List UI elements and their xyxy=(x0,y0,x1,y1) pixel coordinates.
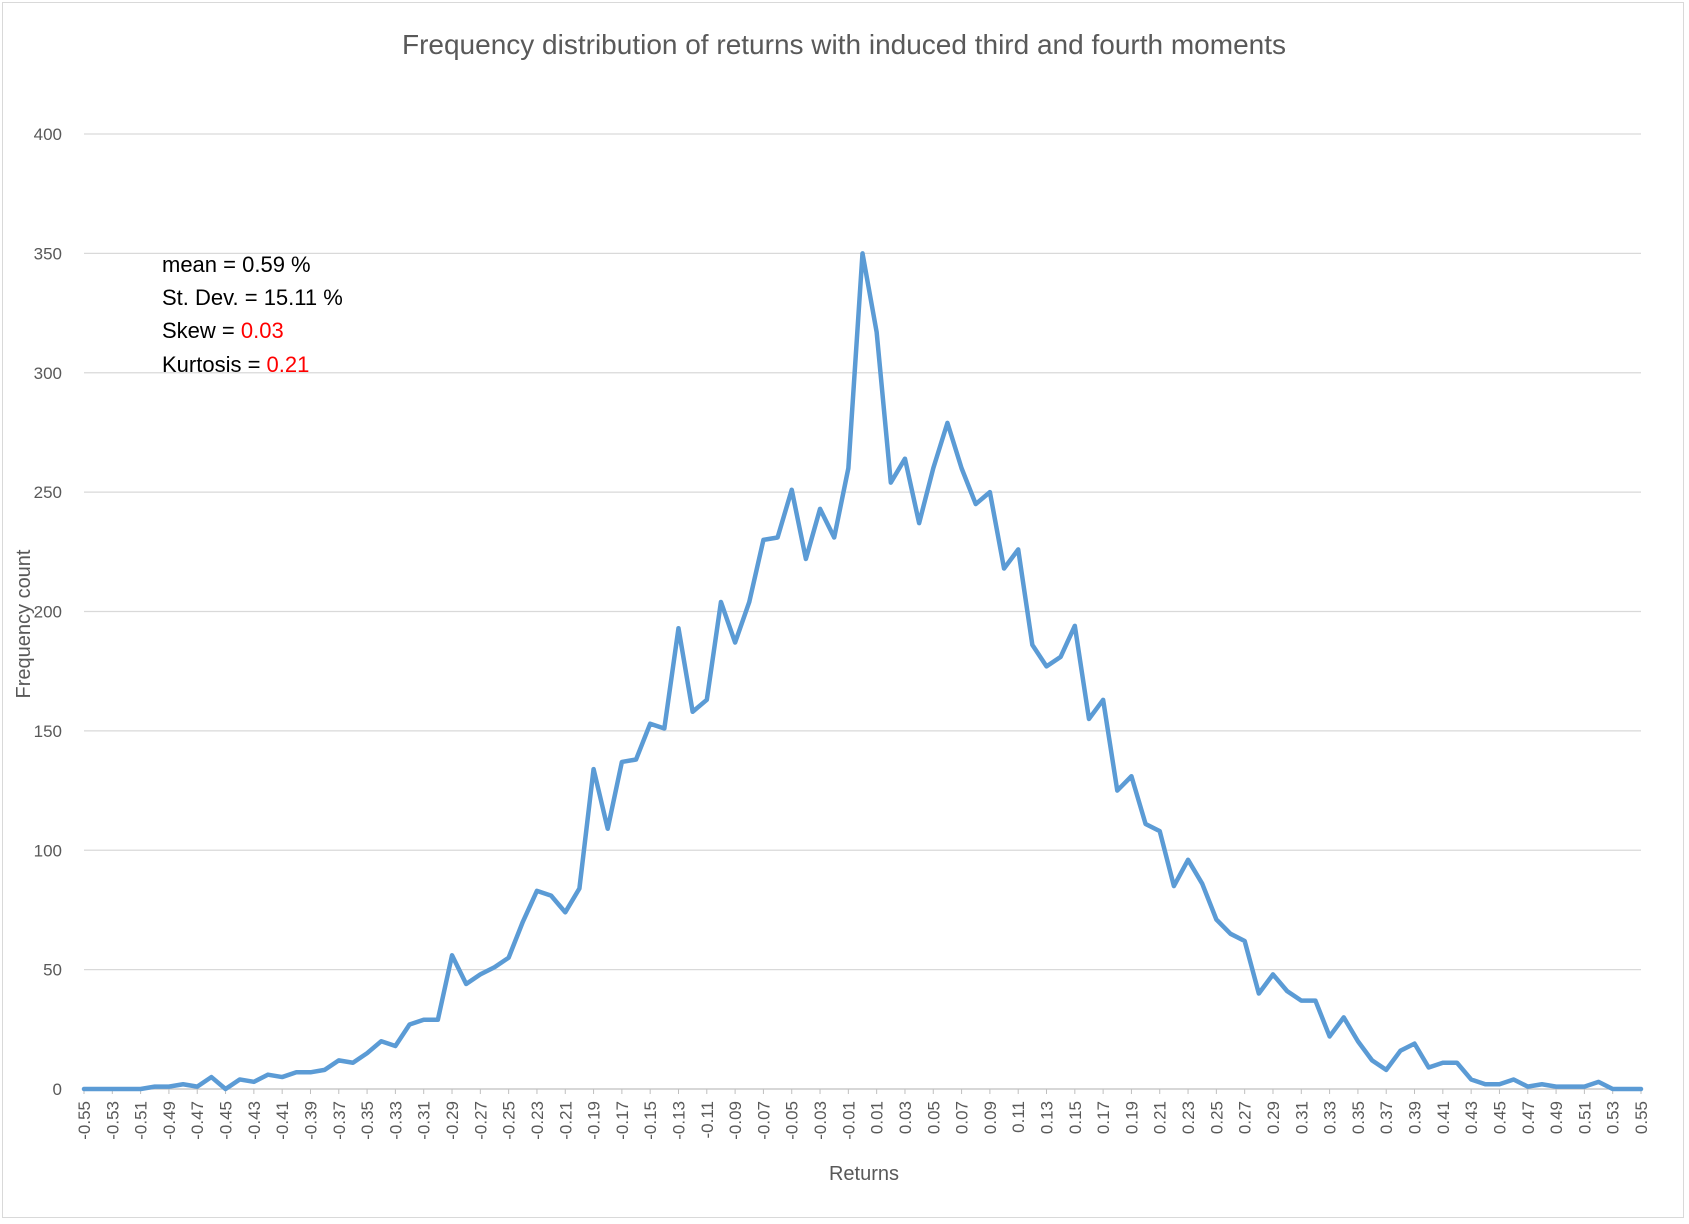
x-tick-label: -0.41 xyxy=(273,1101,292,1140)
x-tick-label: -0.11 xyxy=(698,1101,717,1139)
y-tick-label: 200 xyxy=(34,603,62,622)
x-tick-label: 0.39 xyxy=(1406,1101,1425,1134)
x-tick-label: 0.43 xyxy=(1462,1101,1481,1134)
x-tick-label: 0.29 xyxy=(1264,1101,1283,1134)
x-tick-label: -0.55 xyxy=(75,1101,94,1140)
x-tick-label: -0.09 xyxy=(726,1101,745,1140)
x-tick-label: 0.55 xyxy=(1632,1101,1651,1134)
stat-mean: mean = 0.59 % xyxy=(162,252,311,277)
x-tick-label: -0.07 xyxy=(754,1101,773,1140)
x-tick-label: -0.33 xyxy=(386,1101,405,1140)
stat-stdev: St. Dev. = 15.11 % xyxy=(162,285,343,310)
x-tick-label: -0.19 xyxy=(585,1101,604,1140)
x-tick-label: 0.37 xyxy=(1377,1101,1396,1134)
x-tick-label: 0.33 xyxy=(1321,1101,1340,1134)
y-tick-label: 400 xyxy=(34,125,62,144)
x-tick-label: -0.13 xyxy=(669,1101,688,1140)
x-tick-label: 0.31 xyxy=(1292,1101,1311,1134)
series-layer xyxy=(81,251,1644,1092)
x-tick-label: 0.51 xyxy=(1575,1101,1594,1134)
x-tick-label: -0.15 xyxy=(641,1101,660,1140)
x-tick-label: -0.49 xyxy=(160,1101,179,1140)
x-tick-label: 0.13 xyxy=(1038,1101,1057,1134)
x-tick-label: 0.15 xyxy=(1066,1101,1085,1134)
x-tick-label: -0.21 xyxy=(556,1101,575,1140)
x-tick-label: -0.53 xyxy=(103,1101,122,1140)
y-tick-label: 100 xyxy=(34,841,62,860)
x-tick-label: 0.53 xyxy=(1604,1101,1623,1134)
x-tick-label: 0.03 xyxy=(896,1101,915,1134)
x-tick-label: 0.27 xyxy=(1236,1101,1255,1134)
x-tick-labels: -0.55 -0.53 -0.51 -0.49 -0.47 -0.45 -0.43 -0.41… xyxy=(75,1089,1651,1140)
y-tick-label: 250 xyxy=(34,483,62,502)
x-tick-label: -0.31 xyxy=(415,1101,434,1140)
x-tick-label: -0.23 xyxy=(528,1101,547,1140)
y-tick-label: 150 xyxy=(34,722,62,741)
x-tick-label: 0.09 xyxy=(981,1101,1000,1134)
stat-mean-value: 0.59 % xyxy=(242,252,311,277)
stat-kurtosis: Kurtosis = 0.21 xyxy=(162,352,309,377)
x-tick-label: 0.25 xyxy=(1207,1101,1226,1134)
x-tick-label: 0.23 xyxy=(1179,1101,1198,1134)
stat-stdev-label: St. Dev. = xyxy=(162,285,264,310)
x-tick-label: 0.49 xyxy=(1547,1101,1566,1134)
x-tick-label: -0.03 xyxy=(811,1101,830,1140)
y-tick-label: 50 xyxy=(43,961,62,980)
x-tick-label: -0.29 xyxy=(443,1101,462,1140)
x-tick-label: 0.11 xyxy=(1009,1101,1028,1133)
chart-title: Frequency distribution of returns with i… xyxy=(402,29,1286,60)
stat-mean-label: mean = xyxy=(162,252,242,277)
stats-annotation: mean = 0.59 % St. Dev. = 15.11 % Skew = … xyxy=(162,252,343,377)
y-axis-label: Frequency count xyxy=(13,549,35,698)
x-tick-label: 0.07 xyxy=(953,1101,972,1134)
y-tick-label: 350 xyxy=(34,244,62,263)
x-tick-label: 0.05 xyxy=(924,1101,943,1134)
y-tick-label: 0 xyxy=(53,1080,62,1099)
x-tick-label: -0.51 xyxy=(132,1101,151,1140)
x-tick-label: 0.47 xyxy=(1519,1101,1538,1134)
x-tick-label: -0.35 xyxy=(358,1101,377,1140)
x-tick-label: 0.21 xyxy=(1151,1101,1170,1134)
x-tick-label: 0.17 xyxy=(1094,1101,1113,1134)
x-tick-label: -0.05 xyxy=(783,1101,802,1140)
series-line-returns xyxy=(81,251,1644,1092)
x-tick-label: -0.17 xyxy=(613,1101,632,1140)
x-tick-label: -0.39 xyxy=(301,1101,320,1140)
stat-stdev-value: 15.11 % xyxy=(264,285,343,310)
gridlines xyxy=(84,133,1641,1090)
x-tick-label: -0.01 xyxy=(839,1101,858,1140)
x-tick-label: -0.25 xyxy=(500,1101,519,1140)
stat-kurtosis-value: 0.21 xyxy=(267,352,310,377)
x-tick-label: 0.19 xyxy=(1122,1101,1141,1134)
stat-skew-value: 0.03 xyxy=(241,318,284,343)
x-tick-label: -0.43 xyxy=(245,1101,264,1140)
stat-kurtosis-label: Kurtosis = xyxy=(162,352,267,377)
x-tick-label: 0.01 xyxy=(868,1101,887,1134)
x-tick-label: -0.37 xyxy=(330,1101,349,1140)
x-tick-label: -0.45 xyxy=(217,1101,236,1140)
x-tick-label: 0.35 xyxy=(1349,1101,1368,1134)
x-axis-label: Returns xyxy=(829,1163,899,1185)
stat-skew: Skew = 0.03 xyxy=(162,318,284,343)
x-tick-label: 0.41 xyxy=(1434,1101,1453,1134)
x-tick-label: -0.47 xyxy=(188,1101,207,1140)
x-tick-label: 0.45 xyxy=(1490,1101,1509,1134)
x-tick-label: -0.27 xyxy=(471,1101,490,1140)
stat-skew-label: Skew = xyxy=(162,318,241,343)
y-tick-labels: 0 50 100 150 200 250 300 350 400 xyxy=(34,125,62,1099)
y-tick-label: 300 xyxy=(34,364,62,383)
